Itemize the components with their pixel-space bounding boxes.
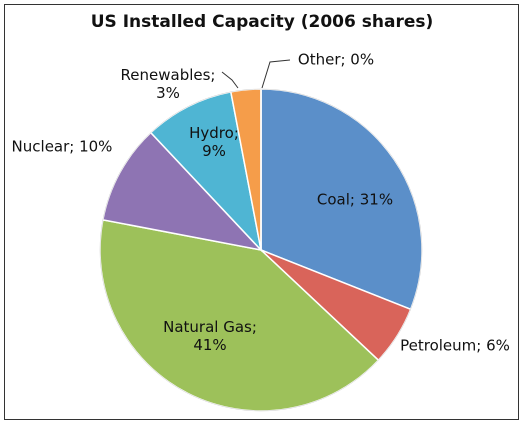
- chart-title: US Installed Capacity (2006 shares): [91, 12, 434, 32]
- leader-line: [261, 59, 291, 89]
- label-line: Renewables;: [121, 66, 216, 84]
- data-label: Petroleum; 6%: [400, 337, 510, 355]
- leader-line: [221, 71, 239, 89]
- label-line: 9%: [202, 142, 226, 160]
- data-label: Nuclear; 10%: [12, 138, 113, 156]
- data-label: Coal; 31%: [317, 191, 393, 209]
- slices: [99, 88, 423, 412]
- label-line: 41%: [193, 336, 226, 354]
- label-line: Natural Gas;: [163, 318, 257, 336]
- label-line: 3%: [156, 84, 180, 102]
- label-line: Hydro;: [189, 124, 239, 142]
- data-label: Natural Gas; 41%: [163, 318, 257, 354]
- data-label: Hydro; 9%: [189, 124, 239, 160]
- pie-outline: [99, 88, 423, 412]
- data-label: Other; 0%: [298, 51, 374, 69]
- data-label: Renewables; 3%: [121, 66, 216, 102]
